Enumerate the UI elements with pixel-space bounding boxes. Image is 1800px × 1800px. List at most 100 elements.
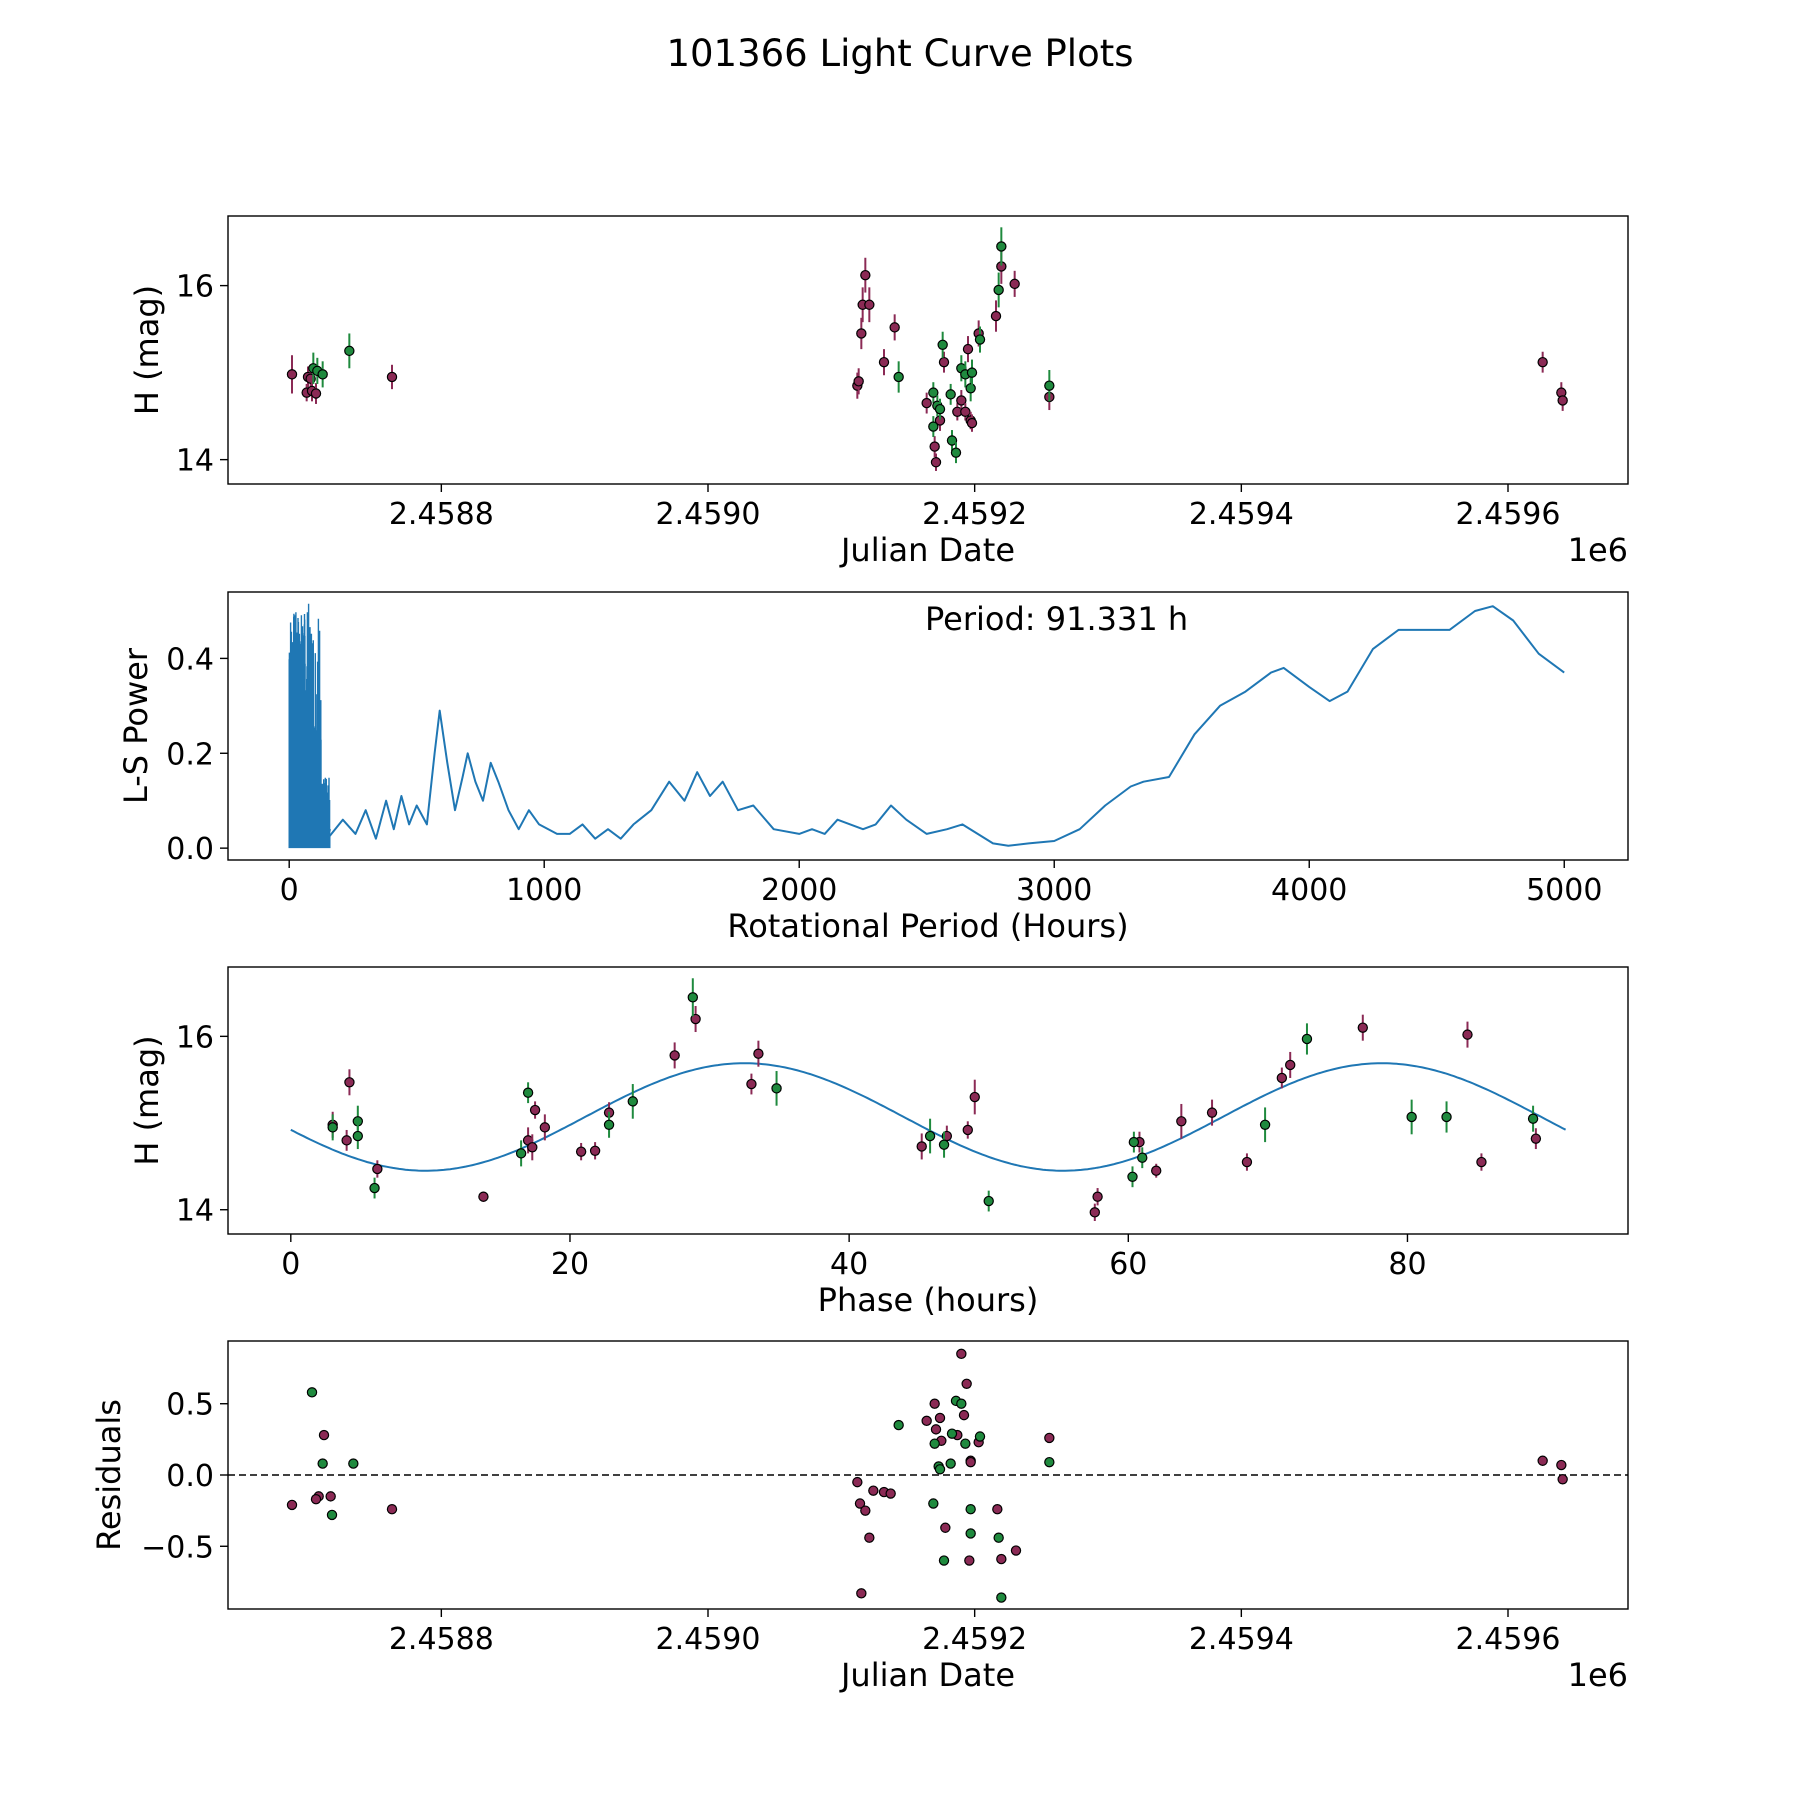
data-point — [864, 1532, 875, 1543]
data-point — [1128, 1136, 1140, 1148]
data-point — [690, 1013, 701, 1025]
data-point — [326, 1509, 338, 1521]
y-axis-title: Residuals — [90, 1399, 128, 1551]
x-tick-label: 3000 — [1016, 873, 1092, 908]
data-point — [522, 1087, 534, 1098]
data-point — [286, 369, 298, 380]
data-point — [990, 310, 1002, 322]
y-tick-label: 0.5 — [166, 1388, 214, 1423]
plot-frame — [227, 591, 1629, 861]
x-tick-label: 2.4592 — [922, 1622, 1027, 1657]
series-r — [286, 249, 1568, 471]
data-point — [478, 1191, 489, 1202]
x-tick-label: 2.4596 — [1456, 1622, 1561, 1657]
data-point — [1176, 1116, 1187, 1127]
data-point — [1557, 395, 1568, 406]
y-tick-label: 14 — [176, 1194, 214, 1229]
data-point — [974, 334, 986, 345]
data-point — [1259, 1119, 1271, 1130]
data-point — [945, 1458, 956, 1469]
data-point — [962, 343, 974, 355]
data-point — [515, 1148, 527, 1159]
y-tick-label: 0.4 — [166, 642, 214, 677]
data-point — [929, 1398, 940, 1409]
data-point — [1537, 1455, 1548, 1466]
data-point — [878, 356, 890, 368]
data-point — [937, 339, 948, 350]
data-point — [921, 397, 932, 409]
data-point — [1530, 1133, 1542, 1144]
y-tick-label: 14 — [176, 444, 214, 479]
data-point — [853, 376, 864, 387]
data-point — [854, 1498, 866, 1509]
x-tick-label: 2.4588 — [389, 1622, 494, 1657]
data-point — [310, 1494, 322, 1505]
x-tick-label: 0 — [280, 873, 299, 908]
data-point — [527, 1142, 538, 1153]
data-point — [1285, 1059, 1296, 1071]
data-point — [1276, 1072, 1288, 1084]
x-offset-label: 1e6 — [1568, 1656, 1628, 1694]
series-g — [306, 1387, 1055, 1603]
data-point — [916, 1141, 927, 1152]
x-tick-label: 2.4588 — [389, 497, 494, 532]
data-point — [868, 1485, 879, 1496]
x-tick-label: 1000 — [506, 873, 582, 908]
data-point — [1206, 1107, 1218, 1118]
x-axis-title: Rotational Period (Hours) — [727, 907, 1128, 945]
data-point — [996, 1592, 1007, 1603]
data-point — [1537, 356, 1548, 368]
x-tick-label: 2000 — [761, 873, 837, 908]
data-point — [946, 1428, 958, 1439]
data-point — [325, 1491, 336, 1502]
plot-area — [290, 978, 1567, 1221]
data-point — [956, 1348, 967, 1360]
data-point — [966, 417, 978, 429]
data-point — [930, 457, 942, 468]
data-point — [893, 1419, 904, 1431]
data-point — [864, 299, 875, 310]
period-annotation: Period: 91.331 h — [925, 600, 1188, 638]
data-point — [344, 345, 355, 357]
series-r — [327, 1006, 1542, 1221]
data-point — [317, 369, 328, 380]
plot-area — [286, 227, 1568, 471]
data-point — [687, 992, 699, 1003]
data-point — [539, 1122, 551, 1133]
x-offset-label: 1e6 — [1568, 531, 1628, 569]
data-point — [1357, 1022, 1368, 1033]
y-tick-label: 0.0 — [166, 832, 214, 867]
data-point — [960, 406, 971, 417]
data-point — [1556, 1459, 1567, 1471]
data-point — [893, 371, 904, 383]
data-point — [966, 367, 978, 378]
x-axis-title: Phase (hours) — [818, 1281, 1039, 1319]
plot-frame — [227, 215, 1629, 485]
data-point — [771, 1083, 782, 1094]
data-point — [856, 1588, 867, 1599]
x-tick-label: 80 — [1388, 1247, 1426, 1282]
periodogram-dense-lines — [288, 603, 331, 849]
data-point — [983, 1195, 994, 1207]
data-point — [1044, 380, 1055, 391]
data-point — [965, 1504, 976, 1515]
data-point — [928, 421, 939, 432]
data-point — [327, 1122, 338, 1133]
data-point — [317, 1458, 328, 1469]
data-point — [938, 1139, 950, 1150]
data-point — [286, 1499, 298, 1511]
data-point — [753, 1048, 764, 1059]
x-axis-title: Julian Date — [839, 1656, 1015, 1694]
data-point — [1441, 1111, 1452, 1123]
x-tick-label: 2.4594 — [1189, 497, 1294, 532]
data-point — [1557, 1474, 1568, 1485]
data-point — [945, 389, 956, 400]
data-point — [974, 1431, 986, 1442]
data-point — [341, 1135, 352, 1146]
data-point — [940, 1522, 951, 1533]
data-point — [934, 1464, 946, 1475]
data-point — [996, 241, 1007, 252]
y-tick-label: 0.2 — [166, 737, 214, 772]
x-tick-label: 2.4590 — [656, 1622, 761, 1657]
y-tick-label: 16 — [176, 1020, 214, 1055]
